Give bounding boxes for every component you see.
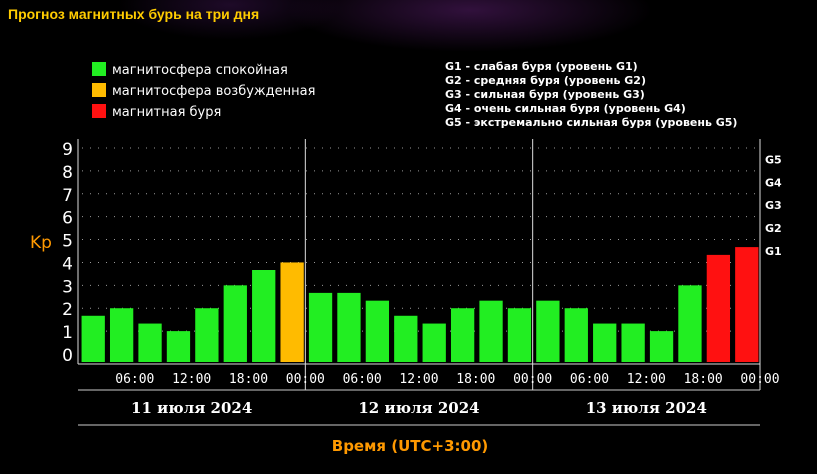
y-tick-label: 8	[62, 163, 73, 183]
kp-bar	[649, 331, 674, 362]
kp-bar	[280, 262, 304, 362]
x-tick-label: 12:00	[627, 372, 666, 387]
plot-frame	[77, 139, 761, 365]
g-level-text-1: G1 - слабая буря (уровень G1)	[445, 60, 638, 73]
x-tick-label: 06:00	[115, 372, 154, 387]
day-separators	[304, 139, 761, 390]
y-tick-label: 0	[62, 346, 73, 366]
kp-bar	[252, 269, 276, 362]
legend-swatch-storm	[92, 104, 106, 118]
x-tick-label: 12:00	[172, 372, 211, 387]
g-tick-label: G3	[765, 199, 782, 212]
x-tick-label: 00:00	[286, 372, 325, 387]
g-level-text-5: G5 - экстремально сильная буря (уровень …	[445, 116, 737, 129]
x-tick-label: 12:00	[399, 372, 438, 387]
day-labels: 11 июля 2024 12 июля 2024 13 июля 2024	[131, 399, 707, 417]
g-tick-label: G1	[765, 245, 782, 258]
legend-swatch-quiet	[92, 62, 106, 76]
kp-bar	[166, 331, 191, 362]
legend-label-active: магнитосфера возбужденная	[112, 84, 315, 99]
g-tick-label: G2	[765, 222, 782, 235]
kp-bar	[536, 300, 560, 362]
x-tick-label: 18:00	[456, 372, 495, 387]
kp-bar	[422, 323, 446, 362]
kp-bar	[678, 285, 702, 362]
y-ticks: 0 1 2 3 45 6 7 8 9	[62, 140, 73, 366]
day-label: 13 июля 2024	[586, 399, 707, 417]
y-tick-label: 9	[62, 140, 73, 160]
page-title: Прогноз магнитных бурь на три дня	[8, 6, 260, 22]
kp-bar	[479, 300, 503, 362]
legend-swatch-active	[92, 83, 106, 97]
kp-bar	[507, 308, 532, 362]
kp-bar	[735, 247, 759, 362]
y-tick-label: 4	[62, 254, 73, 274]
y-tick-label: 2	[62, 300, 73, 320]
x-tick-label: 18:00	[684, 372, 723, 387]
day-label: 12 июля 2024	[358, 399, 479, 417]
y-axis-label: Kp	[30, 233, 52, 253]
g-level-text-4: G4 - очень сильная буря (уровень G4)	[445, 102, 686, 115]
grid	[82, 147, 756, 332]
day-label: 11 июля 2024	[131, 399, 252, 417]
g-ticks: G1 G2 G3 G4 G5	[765, 153, 782, 258]
kp-bar	[308, 292, 333, 362]
x-tick-label: 06:00	[343, 372, 382, 387]
x-axis-label: Время (UTC+3:00)	[332, 437, 488, 455]
kp-bar	[621, 323, 645, 362]
y-tick-label: 5	[62, 232, 73, 252]
y-tick-label: 7	[62, 186, 73, 206]
kp-bar	[81, 315, 105, 362]
kp-bar	[564, 308, 588, 362]
x-tick-label: 06:00	[570, 372, 609, 387]
g-level-text-3: G3 - сильная буря (уровень G3)	[445, 88, 645, 101]
g-level-text-2: G2 - средняя буря (уровень G2)	[445, 74, 646, 87]
x-tick-label: 00:00	[513, 372, 552, 387]
g-tick-label: G4	[765, 176, 782, 189]
y-tick-label: 1	[62, 323, 73, 343]
kp-bar	[706, 254, 731, 362]
x-ticks: 06:00 12:00 18:00 00:00 06:00 12:00 18:00 00:00…	[115, 372, 779, 387]
bars	[81, 247, 759, 362]
legend-label-quiet: магнитосфера спокойная	[112, 63, 288, 78]
legend: магнитосфера спокойная магнитосфера возб…	[92, 62, 315, 120]
legend-label-storm: магнитная буря	[112, 105, 221, 120]
kp-bar	[195, 308, 219, 362]
kp-bar	[138, 323, 162, 362]
x-tick-label: 00:00	[740, 372, 779, 387]
y-tick-label: 3	[62, 277, 73, 297]
g-tick-label: G5	[765, 153, 782, 166]
kp-bar	[223, 285, 247, 362]
kp-bar	[337, 292, 361, 362]
y-tick-label: 6	[62, 209, 73, 229]
kp-bar	[109, 308, 134, 362]
x-tick-label: 18:00	[229, 372, 268, 387]
g-level-legend: G1 - слабая буря (уровень G1) G2 - средн…	[445, 60, 737, 129]
kp-bar	[450, 308, 475, 362]
kp-bar	[394, 315, 418, 362]
kp-bar	[593, 323, 617, 362]
kp-bar	[365, 300, 390, 362]
